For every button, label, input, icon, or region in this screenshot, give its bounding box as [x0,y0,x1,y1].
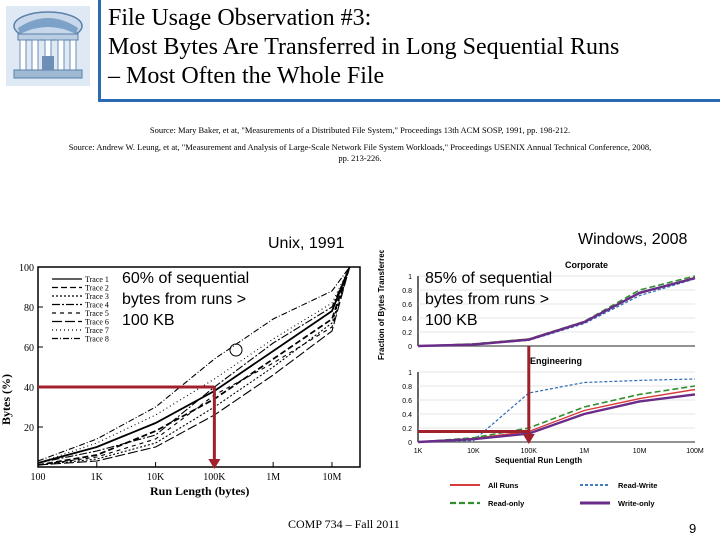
windows-x-tick-label: 10K [467,448,480,455]
windows-annotation-line-1: 85% of sequential [425,270,553,287]
unix-1991-label: Unix, 1991 [268,235,345,252]
engineering-axes: 0 0.2 0.4 0.6 0.8 1 [402,370,695,447]
windows-y-tick-label: 1 [408,274,412,281]
unix-legend-label: Trace 3 [85,292,109,301]
unix-series-line [37,266,351,464]
unix-legend-label: Trace 6 [85,318,109,327]
unix-x-tick-label: 100 [31,472,46,483]
windows-y-tick-label: 0.6 [402,398,412,405]
windows-legend-label: Read-Write [618,481,657,490]
unix-annotation-line-3: 100 KB [122,312,175,329]
title-line-1: File Usage Observation #3: [108,5,372,31]
source-citation-2-line-1: Source: Andrew W. Leung, et at, "Measure… [68,142,652,152]
unix-x-tick-label: 100K [203,472,226,483]
windows-annotation: 85% of sequential bytes from runs > 100 … [425,268,552,331]
windows-arrowhead [522,434,535,444]
title-rule-vertical [98,0,101,102]
unix-annotation-line-1: 60% of sequential [122,270,250,287]
unix-y-axis-label: Bytes (%) [0,374,13,425]
unix-legend-label: Trace 7 [85,326,109,335]
unix-y-ticks: 20 40 60 80 100 [19,263,43,434]
source-citation-2: Source: Andrew W. Leung, et at, "Measure… [0,142,720,164]
unix-x-tick-label: 10M [322,472,341,483]
windows-series-line [417,388,696,443]
page-number: 9 [689,521,697,536]
windows-y-tick-label: 0.6 [402,302,412,309]
windows-highlight-arrows [418,346,535,444]
unix-legend-label: Trace 5 [85,309,109,318]
windows-legend-label: All Runs [488,481,518,490]
unix-legend-label: Trace 8 [85,335,109,344]
unix-x-tick-label: 10K [147,472,165,483]
unix-x-axis-label: Run Length (bytes) [150,484,249,498]
slide-title: File Usage Observation #3: Most Bytes Ar… [108,4,708,91]
unix-legend-label: Trace 4 [85,301,109,310]
windows-x-tick-label: 100K [521,448,538,455]
unix-y-tick-label: 40 [24,383,34,394]
windows-y-tick-label: 0.4 [402,412,412,419]
unix-y-tick-label: 80 [24,303,34,314]
windows-x-tick-label: 100M [686,448,704,455]
windows-x-tick-label: 1K [414,448,423,455]
windows-y-axis-label: Fraction of Bytes Transferred [377,250,386,360]
windows-legend-label: Write-only [618,499,655,508]
unix-arrowhead [208,459,221,469]
windows-x-tick-label: 10M [633,448,647,455]
windows-y-tick-label: 0.8 [402,288,412,295]
windows-2008-charts: Fraction of Bytes Transferred Corporate … [377,250,704,508]
windows-y-tick-label: 0 [408,440,412,447]
unix-annotation-line-2: bytes from runs > [122,291,247,308]
engineering-series-lines [417,378,696,444]
windows-2008-label: Windows, 2008 [578,231,688,248]
windows-legend: All Runs Read-Write Read-only Write-only [450,481,657,508]
source-citation-2-line-2: pp. 213-226. [338,153,382,163]
windows-y-tick-label: 0.2 [402,330,412,337]
unix-annotation: 60% of sequential bytes from runs > 100 … [122,268,249,331]
windows-y-tick-label: 0.2 [402,426,412,433]
windows-x-ticks: 1K 10K 100K 1M 10M 100M [414,448,704,455]
source-citation-1: Source: Mary Baker, et at, "Measurements… [149,125,571,135]
windows-series-line [417,393,696,444]
unix-y-tick-label: 60 [24,343,34,354]
unix-x-ticks: 100 1K 10K 100K 1M 10M [31,462,341,483]
engineering-title: Engineering [530,356,582,366]
windows-legend-label: Read-only [488,499,525,508]
unix-x-tick-label: 1K [91,472,104,483]
unix-y-tick-label: 100 [19,263,34,274]
corporate-title: Corporate [565,260,608,270]
unix-series-line [37,266,351,462]
title-line-3: – Most Often the Whole File [108,63,385,89]
unix-plot-frame [37,266,361,468]
windows-y-tick-label: 0.8 [402,384,412,391]
windows-annotation-line-2: bytes from runs > [425,291,550,308]
corporate-series-lines [417,275,696,348]
windows-y-tick-label: 0.4 [402,316,412,323]
windows-annotation-line-3: 100 KB [425,312,478,329]
unix-y-tick-label: 20 [24,423,34,434]
windows-x-axis-label: Sequential Run Length [495,456,582,465]
windows-x-tick-label: 1M [579,448,589,455]
windows-y-tick-label: 0 [408,344,412,351]
footer-course: COMP 734 – Fall 2011 [288,517,400,531]
windows-y-tick-label: 1 [408,370,412,377]
logo-well-icon [6,6,90,86]
unix-legend-label: Trace 2 [85,284,109,293]
unix-highlight-arrows [38,385,221,469]
unix-legend-label: Trace 1 [85,275,109,284]
unix-x-tick-label: 1M [266,472,280,483]
title-line-2: Most Bytes Are Transferred in Long Seque… [108,34,620,60]
windows-series-line [417,276,696,348]
unix-marker-circle [229,343,243,357]
title-rule-horizontal [98,99,720,102]
